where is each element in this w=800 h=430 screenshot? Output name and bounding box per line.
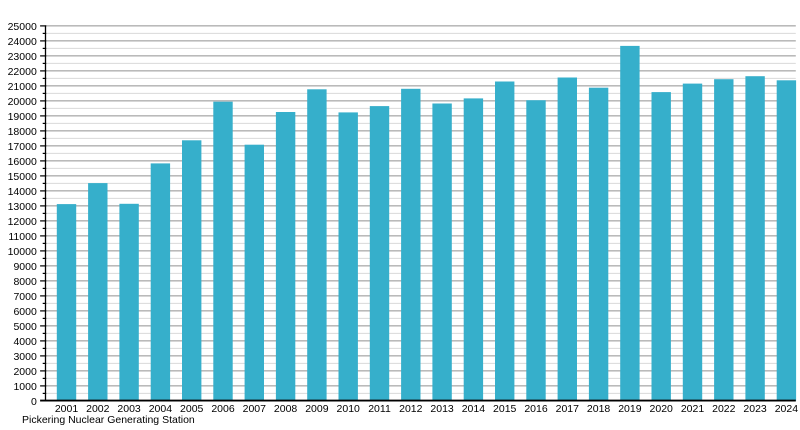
svg-text:9000: 9000 bbox=[13, 261, 37, 273]
svg-text:14000: 14000 bbox=[8, 186, 37, 198]
svg-text:2013: 2013 bbox=[430, 403, 454, 415]
svg-text:21000: 21000 bbox=[8, 81, 37, 93]
svg-text:2016: 2016 bbox=[524, 403, 548, 415]
svg-text:20000: 20000 bbox=[8, 96, 37, 108]
svg-text:2012: 2012 bbox=[399, 403, 423, 415]
svg-text:17000: 17000 bbox=[8, 141, 37, 153]
svg-text:22000: 22000 bbox=[8, 66, 37, 78]
svg-text:2000: 2000 bbox=[13, 366, 37, 378]
svg-text:10000: 10000 bbox=[8, 246, 37, 258]
svg-text:2004: 2004 bbox=[149, 403, 173, 415]
svg-text:2006: 2006 bbox=[211, 403, 235, 415]
svg-text:2019: 2019 bbox=[618, 403, 642, 415]
svg-text:1000: 1000 bbox=[13, 381, 37, 393]
svg-text:13000: 13000 bbox=[8, 201, 37, 213]
svg-text:12000: 12000 bbox=[8, 216, 37, 228]
svg-text:7000: 7000 bbox=[13, 291, 37, 303]
svg-text:18000: 18000 bbox=[8, 126, 37, 138]
svg-text:2009: 2009 bbox=[305, 403, 329, 415]
svg-text:24000: 24000 bbox=[8, 36, 37, 48]
svg-text:3000: 3000 bbox=[13, 351, 37, 363]
svg-text:8000: 8000 bbox=[13, 276, 37, 288]
svg-text:2023: 2023 bbox=[743, 403, 767, 415]
svg-text:25000: 25000 bbox=[8, 21, 37, 33]
svg-text:2001: 2001 bbox=[55, 403, 79, 415]
svg-text:0: 0 bbox=[31, 396, 37, 408]
svg-text:2024: 2024 bbox=[775, 403, 799, 415]
svg-text:2005: 2005 bbox=[180, 403, 204, 415]
svg-text:2002: 2002 bbox=[86, 403, 110, 415]
svg-text:2011: 2011 bbox=[368, 403, 391, 415]
svg-text:2008: 2008 bbox=[274, 403, 298, 415]
svg-text:19000: 19000 bbox=[8, 111, 37, 123]
svg-text:11000: 11000 bbox=[8, 231, 37, 243]
svg-text:2022: 2022 bbox=[712, 403, 736, 415]
svg-text:2020: 2020 bbox=[650, 403, 674, 415]
svg-text:2014: 2014 bbox=[462, 403, 486, 415]
svg-text:2010: 2010 bbox=[337, 403, 361, 415]
svg-text:2018: 2018 bbox=[587, 403, 611, 415]
svg-text:2017: 2017 bbox=[556, 403, 580, 415]
svg-text:2003: 2003 bbox=[117, 403, 141, 415]
svg-text:2021: 2021 bbox=[681, 403, 705, 415]
svg-text:Pickering Nuclear Generating S: Pickering Nuclear Generating Station bbox=[22, 414, 195, 426]
svg-text:15000: 15000 bbox=[8, 171, 37, 183]
svg-text:2015: 2015 bbox=[493, 403, 517, 415]
svg-text:2007: 2007 bbox=[243, 403, 267, 415]
svg-text:5000: 5000 bbox=[13, 321, 37, 333]
svg-text:6000: 6000 bbox=[13, 306, 37, 318]
svg-text:16000: 16000 bbox=[8, 156, 37, 168]
svg-text:23000: 23000 bbox=[8, 51, 37, 63]
svg-text:4000: 4000 bbox=[13, 336, 37, 348]
